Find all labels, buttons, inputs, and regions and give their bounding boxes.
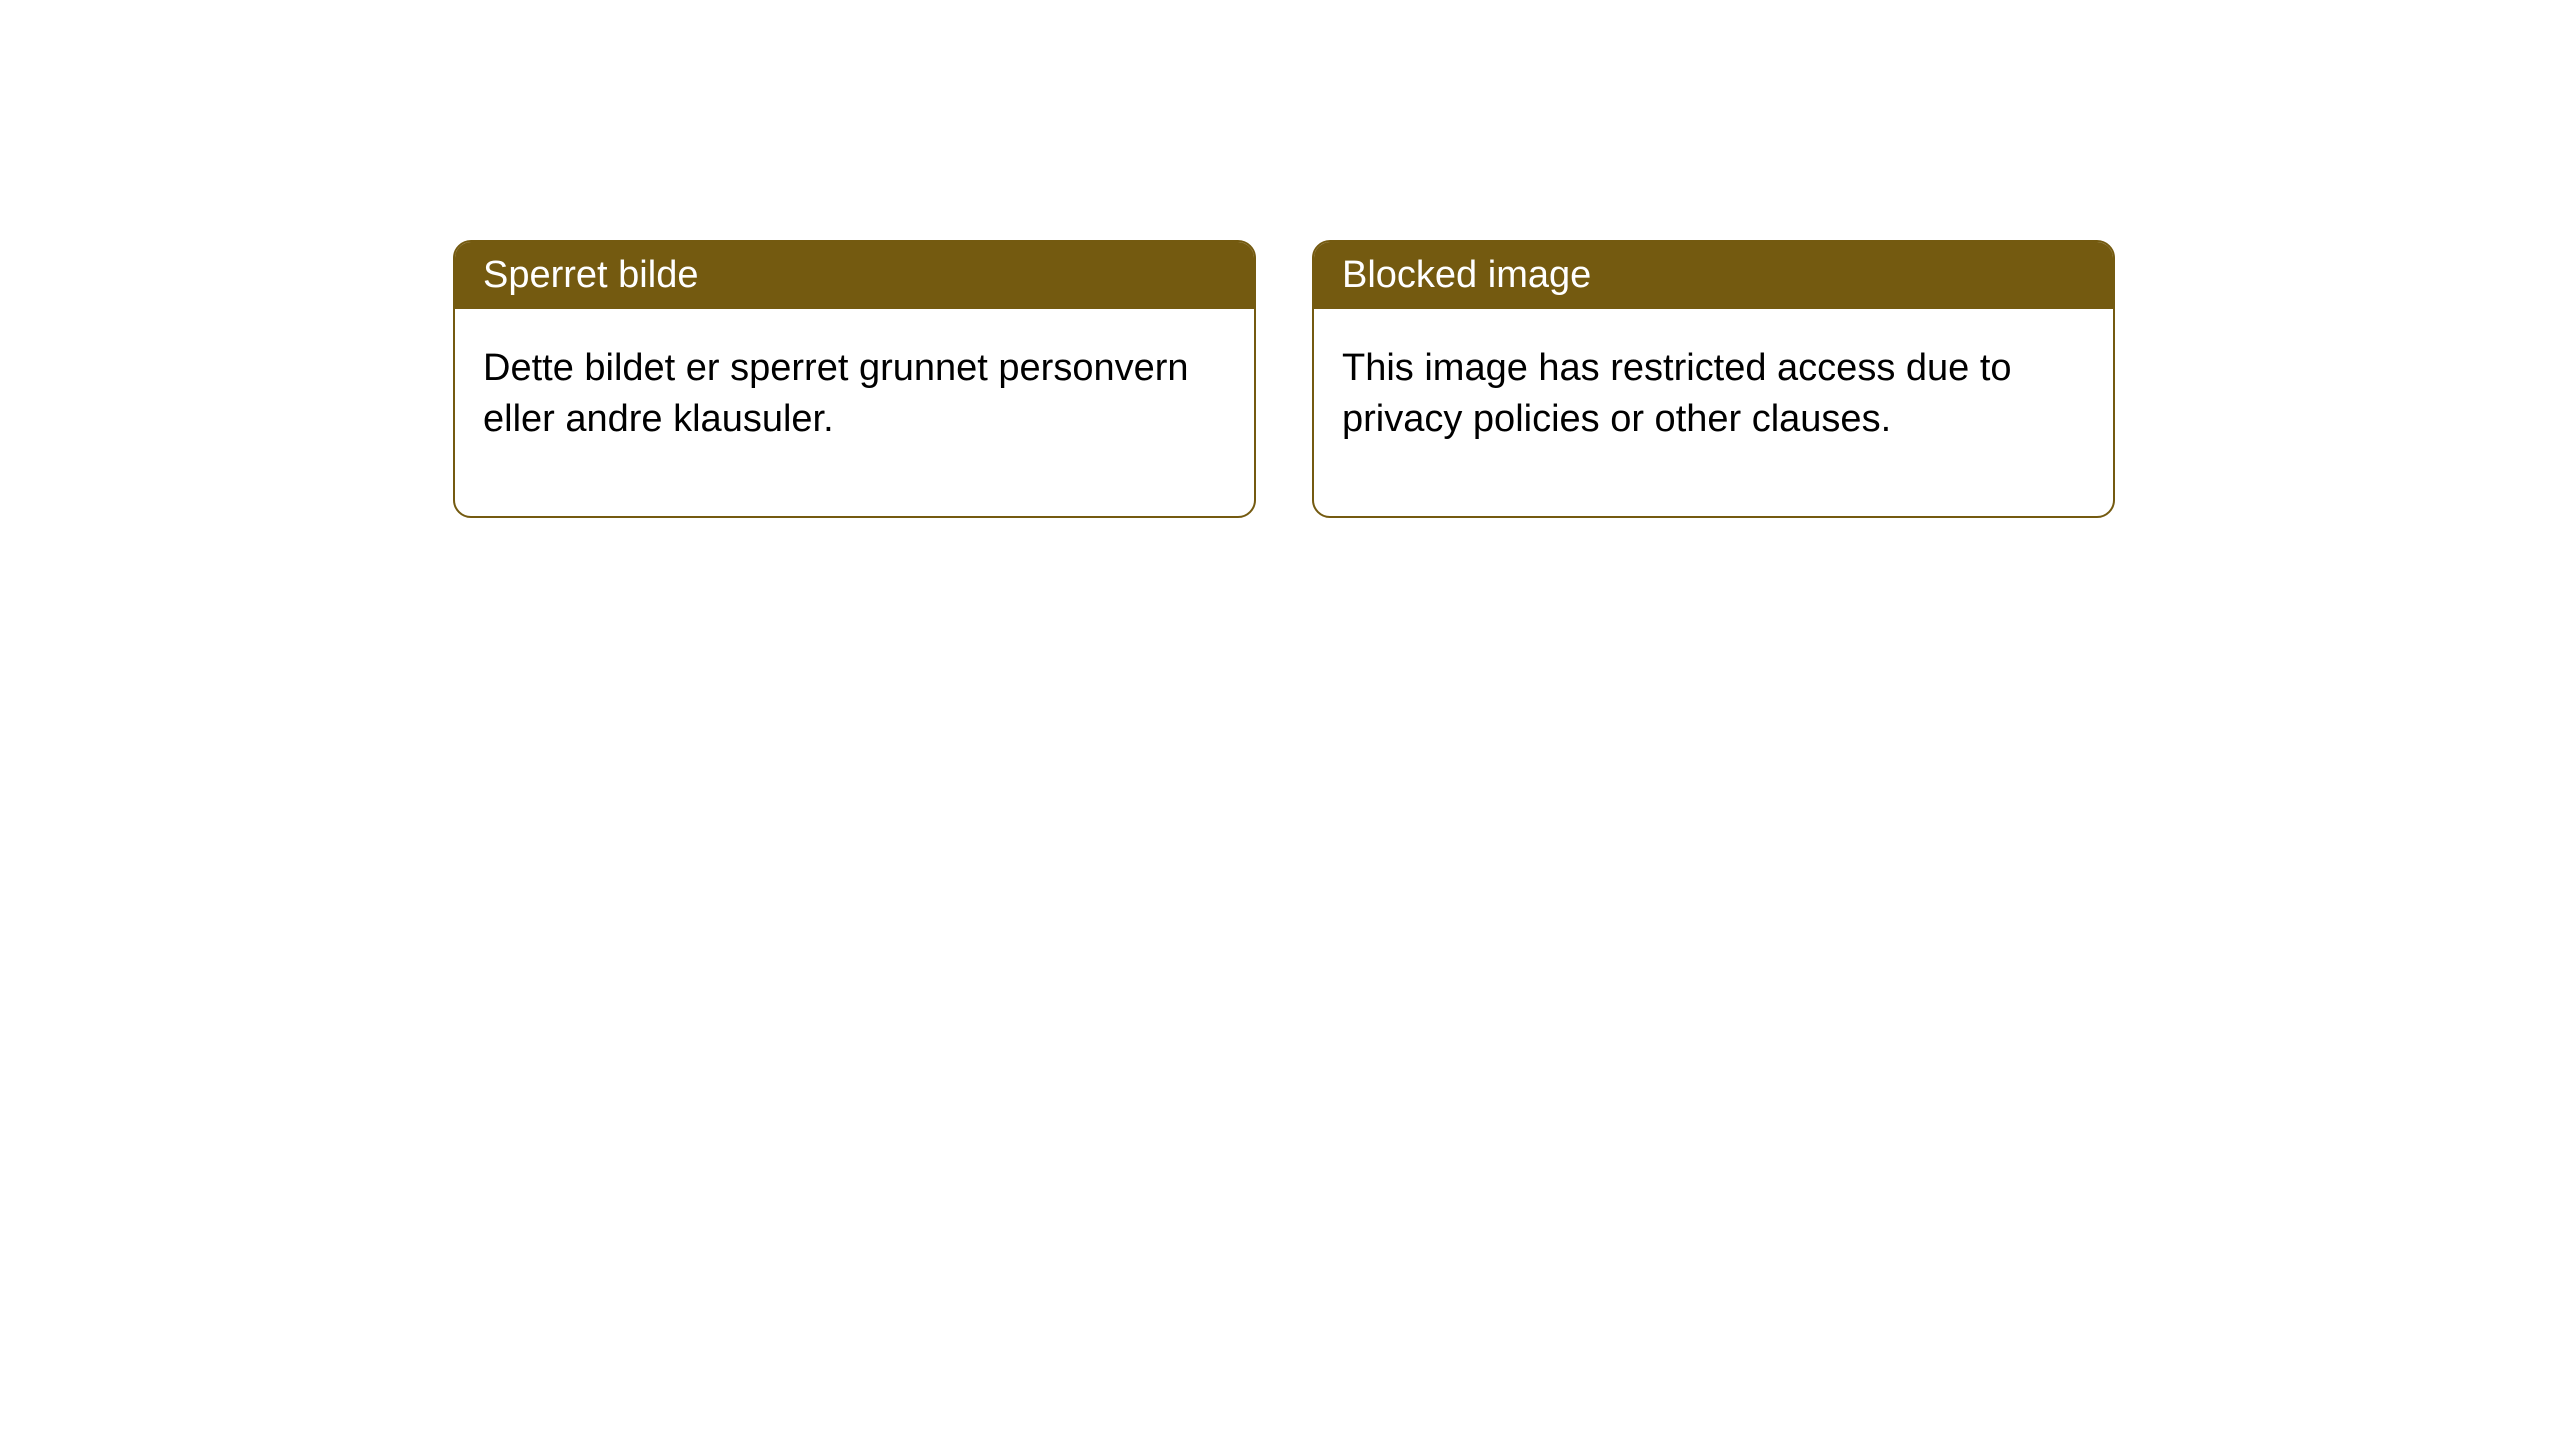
- notice-body-text: Dette bildet er sperret grunnet personve…: [483, 347, 1189, 440]
- notice-body: This image has restricted access due to …: [1314, 309, 2113, 516]
- notice-body: Dette bildet er sperret grunnet personve…: [455, 309, 1254, 516]
- notice-title: Blocked image: [1342, 254, 1591, 296]
- notice-header: Sperret bilde: [455, 242, 1254, 309]
- notice-title: Sperret bilde: [483, 254, 698, 296]
- notice-card-norwegian: Sperret bilde Dette bildet er sperret gr…: [453, 240, 1256, 518]
- notice-card-english: Blocked image This image has restricted …: [1312, 240, 2115, 518]
- notice-body-text: This image has restricted access due to …: [1342, 347, 2012, 440]
- notice-container: Sperret bilde Dette bildet er sperret gr…: [0, 0, 2560, 518]
- notice-header: Blocked image: [1314, 242, 2113, 309]
